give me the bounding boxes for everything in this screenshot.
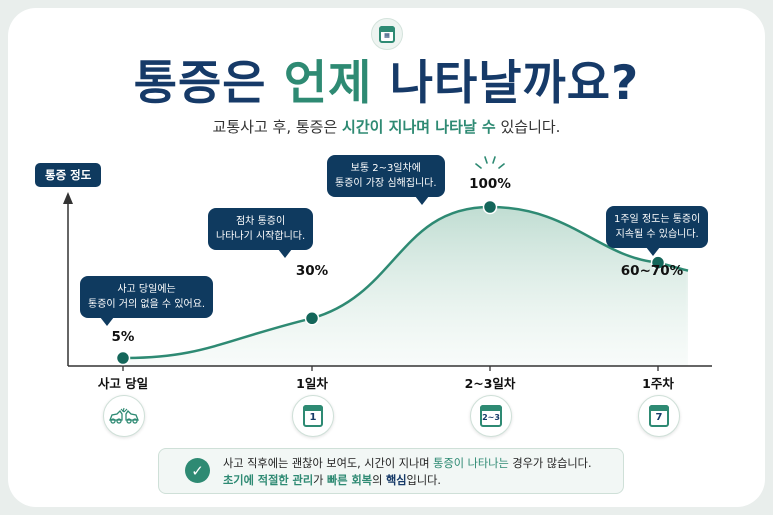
y-axis-arrow bbox=[63, 192, 73, 204]
page-title: 통증은 언제 나타날까요? bbox=[0, 44, 773, 113]
x-tick-label-day0: 사고 당일 bbox=[97, 376, 149, 391]
note-line2-highlight2: 빠른 회복 bbox=[327, 474, 373, 487]
value-label-week1: 60~70% bbox=[620, 263, 684, 279]
calendar-day3-number: 2~3 bbox=[482, 413, 500, 422]
note-day0-line2: 통증이 거의 없을 수 있어요. bbox=[88, 299, 206, 310]
note-day0-line1: 사고 당일에는 bbox=[117, 284, 176, 295]
note-week1-line1: 1주일 정도는 통증이 bbox=[614, 214, 701, 225]
note-line2-key: 핵심 bbox=[385, 474, 407, 487]
car-crash-icon bbox=[103, 395, 145, 437]
title-part2: 나타날까요? bbox=[372, 56, 640, 111]
note-week1-line2: 지속될 수 있습니다. bbox=[615, 229, 699, 240]
note-line2-b: 의 bbox=[372, 474, 386, 487]
note-day1-line2: 나타나기 시작합니다. bbox=[216, 231, 306, 242]
note-bubble-day3: 보통 2~3일차에 통증이 가장 심해집니다. bbox=[327, 155, 445, 205]
burst-line-2 bbox=[492, 156, 496, 164]
subtitle: 교통사고 후, 통증은 시간이 지나며 나타날 수 있습니다. bbox=[0, 116, 773, 137]
note-day3-line2: 통증이 가장 심해집니다. bbox=[335, 178, 437, 189]
burst-line-0 bbox=[475, 163, 482, 169]
burst-line-3 bbox=[498, 163, 505, 169]
title-accent: 언제 bbox=[283, 56, 373, 111]
subtitle-part2: 있습니다. bbox=[495, 118, 561, 136]
data-point-0 bbox=[115, 350, 131, 366]
note-line1-a: 사고 직후에는 괜찮아 보여도, 시간이 지나며 bbox=[223, 457, 434, 470]
note-day1-line1: 점차 통증이 bbox=[235, 216, 286, 227]
data-point-3 bbox=[650, 255, 666, 270]
note-bubble-day0: 사고 당일에는 통증이 거의 없을 수 있어요. bbox=[80, 276, 214, 326]
note-line1-b: 경우가 많습니다. bbox=[508, 457, 592, 470]
title-part1: 통증은 bbox=[133, 56, 284, 111]
note-bubble-week1: 1주일 정도는 통증이 지속될 수 있습니다. bbox=[606, 206, 709, 256]
calendar-day1-icon: 1 bbox=[292, 395, 334, 437]
value-label-day0: 5% bbox=[111, 329, 135, 345]
data-point-2 bbox=[482, 199, 498, 215]
subtitle-accent: 시간이 지나며 나타날 수 bbox=[342, 118, 496, 136]
x-tick-label-day3: 2~3일차 bbox=[464, 376, 516, 391]
note-line1-highlight: 통증이 나타나는 bbox=[433, 457, 509, 470]
note-day3-line1: 보통 2~3일차에 bbox=[350, 163, 421, 174]
note-line1: 사고 직후에는 괜찮아 보여도, 시간이 지나며 통증이 나타나는 경우가 많습… bbox=[223, 455, 592, 471]
value-label-day1: 30% bbox=[295, 263, 329, 279]
x-tick-label-week1: 1주차 bbox=[642, 376, 674, 391]
burst-line-1 bbox=[484, 156, 488, 164]
data-point-1 bbox=[304, 311, 320, 326]
note-line2-a: 가 bbox=[313, 474, 327, 487]
subtitle-part1: 교통사고 후, 통증은 bbox=[212, 118, 343, 136]
note-line2-highlight1: 초기에 적절한 관리 bbox=[223, 474, 314, 487]
calendar-week1-number: 7 bbox=[655, 412, 663, 423]
summary-note: ✓ 사고 직후에는 괜찮아 보여도, 시간이 지나며 통증이 나타나는 경우가 … bbox=[158, 448, 624, 494]
x-tick-label-day1: 1일차 bbox=[296, 376, 328, 391]
calendar-week1-icon: 7 bbox=[638, 395, 680, 437]
peak-burst-icon bbox=[475, 156, 505, 169]
pain-area bbox=[123, 207, 688, 366]
note-bubble-day1: 점차 통증이 나타나기 시작합니다. bbox=[208, 208, 314, 258]
calendar-day1-number: 1 bbox=[309, 412, 317, 423]
value-label-day3: 100% bbox=[469, 176, 511, 192]
note-line2-c: 입니다. bbox=[406, 474, 441, 487]
calendar-icon: ▦ bbox=[371, 18, 403, 50]
calendar-day3-icon: 2~3 bbox=[470, 395, 512, 437]
y-axis-label: 통증 정도 bbox=[35, 163, 102, 187]
check-icon: ✓ bbox=[185, 458, 210, 483]
note-line2: 초기에 적절한 관리가 빠른 회복의 핵심입니다. bbox=[223, 472, 441, 488]
